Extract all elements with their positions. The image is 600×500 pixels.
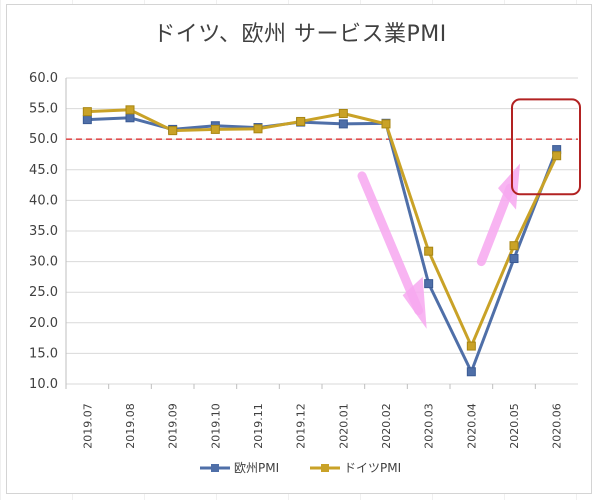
series-lines (82, 105, 562, 377)
y-tick-label: 40.0 (29, 193, 58, 208)
legend: 欧州PMI ドイツPMI (200, 461, 401, 475)
data-point (168, 126, 178, 136)
down-arrow-shaft (357, 171, 424, 316)
y-tick-label: 35.0 (29, 224, 58, 239)
y-tick-label: 50.0 (29, 132, 58, 147)
data-point (424, 279, 434, 289)
y-tick-label: 55.0 (29, 102, 58, 117)
data-point (466, 367, 476, 377)
data-point (125, 105, 135, 115)
data-point (509, 254, 519, 264)
series-line-1 (87, 108, 559, 348)
legend-marker-0 (211, 464, 219, 472)
y-tick-label: 25.0 (29, 285, 58, 300)
x-tick-label: 2020.02 (380, 403, 393, 449)
x-tick-label: 2019.10 (209, 403, 222, 449)
data-point (82, 115, 92, 125)
legend-marker-1 (321, 464, 329, 472)
x-tick-label: 2019.08 (124, 403, 137, 449)
x-tick-label: 2019.09 (167, 403, 180, 449)
data-point (338, 108, 348, 118)
data-point (424, 246, 434, 256)
y-tick-label: 30.0 (29, 255, 58, 270)
data-point (552, 151, 562, 161)
data-point (210, 124, 220, 134)
annotations (357, 98, 581, 329)
x-tick-label: 2020.04 (465, 403, 478, 449)
up-arrow-shaft (476, 183, 515, 267)
legend-label-1: ドイツPMI (344, 461, 401, 475)
x-tick-label: 2019.07 (81, 403, 94, 449)
x-axis-ticks: 2019.07 2019.08 2019.09 2019.10 2019.11 2019.… (65, 384, 564, 449)
x-tick-label: 2020.05 (508, 403, 521, 449)
x-tick-label: 2020.01 (337, 403, 350, 449)
data-point (381, 119, 391, 129)
x-tick-label: 2019.11 (252, 403, 265, 449)
highlight-box (511, 98, 581, 196)
data-point (296, 116, 306, 126)
data-point (253, 124, 263, 134)
chart-panel[interactable] (6, 4, 592, 494)
data-point (509, 241, 519, 251)
chart-title: ドイツ、欧州 サービス業PMI (153, 22, 447, 47)
data-point (125, 113, 135, 123)
y-tick-label: 10.0 (29, 377, 58, 392)
x-tick-label: 2020.06 (551, 403, 564, 449)
x-tick-label: 2020.03 (423, 403, 436, 449)
y-tick-label: 45.0 (29, 163, 58, 178)
y-tick-label: 15.0 (29, 346, 58, 361)
up-arrow-head (498, 163, 520, 210)
data-point (82, 107, 92, 117)
legend-label-0: 欧州PMI (234, 461, 279, 475)
y-tick-label: 20.0 (29, 316, 58, 331)
data-point (338, 119, 348, 129)
x-tick-label: 2019.12 (295, 403, 308, 449)
down-arrow-head (402, 276, 427, 329)
y-axis-ticks: 60.0 55.0 50.0 45.0 40.0 35.0 30.0 25.0 20.0 15.0… (29, 71, 58, 392)
y-tick-label: 60.0 (29, 71, 58, 86)
data-point (466, 341, 476, 351)
